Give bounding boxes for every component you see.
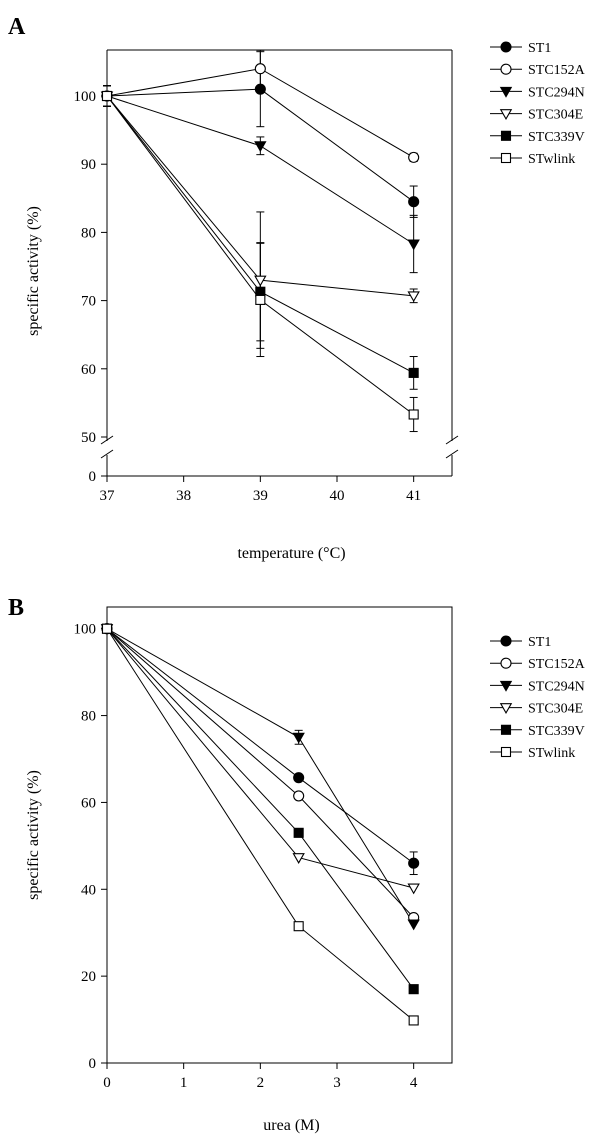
legend-marker	[500, 724, 512, 735]
series-line-st1	[106, 628, 414, 864]
data-point-stc339v	[408, 367, 419, 378]
legend: ST1 STC152A STC294N STC304E STC339V STwlink	[490, 635, 586, 761]
x-tick-label: 4	[410, 1075, 418, 1091]
y-tick-label: 100	[74, 622, 97, 638]
x-tick-label: 37	[100, 488, 116, 504]
legend-marker	[499, 109, 513, 120]
data-point-stc304e	[292, 853, 305, 864]
legend-label: STC294N	[528, 679, 585, 694]
legend-label: STC294N	[528, 85, 585, 100]
y-tick-label: 80	[81, 709, 96, 725]
data-point-stwlink	[101, 90, 113, 102]
y-tick-label: 90	[81, 157, 96, 173]
series-line-stwlink	[106, 628, 414, 1021]
chart-panel-a: A 37 38 39 40 41 0 50 60 70 80 90 100 temperature (°C…	[8, 14, 586, 562]
x-axis-label: urea (M)	[263, 1117, 319, 1134]
data-point-stwlink	[408, 1015, 419, 1026]
data-point-stwlink	[293, 921, 304, 932]
axis-break-mark	[445, 435, 459, 445]
data-point-stc339v	[408, 984, 419, 995]
data-point-stc152a	[408, 151, 420, 163]
data-point-st1	[293, 772, 305, 784]
legend-label: ST1	[528, 635, 551, 650]
data-point-stc152a	[254, 63, 266, 75]
legend-label: STC304E	[528, 702, 583, 717]
axis-break-mark	[445, 449, 459, 459]
legend-marker	[500, 635, 512, 647]
x-tick-label: 1	[180, 1075, 188, 1091]
legend-marker	[499, 703, 513, 714]
legend-marker	[500, 63, 512, 75]
y-tick-label: 0	[89, 469, 97, 485]
series-line-stc294n	[106, 628, 415, 925]
series-line-stc152a	[106, 628, 415, 918]
data-point-st1	[408, 196, 420, 208]
x-tick-label: 3	[333, 1075, 341, 1091]
y-tick-label: 80	[81, 225, 96, 241]
legend-marker	[499, 86, 513, 98]
legend-marker	[500, 130, 512, 141]
legend-marker	[500, 41, 512, 53]
y-axis-label: specific activity (%)	[25, 770, 42, 900]
data-point-stc152a	[293, 790, 305, 802]
panel-letter: B	[8, 595, 24, 621]
legend-marker	[500, 152, 512, 164]
legend-label: STwlink	[528, 152, 575, 167]
data-point-stc304e	[254, 275, 267, 287]
x-tick-label: 38	[176, 488, 191, 504]
data-point-stwlink	[101, 623, 113, 634]
data-point-stwlink	[255, 294, 266, 305]
legend-label: STwlink	[528, 746, 575, 761]
y-tick-label: 60	[81, 795, 96, 811]
data-point-stc294n	[254, 141, 267, 153]
legend-marker	[500, 746, 512, 758]
legend-label: STC339V	[528, 130, 585, 145]
series-line-stc339v	[106, 628, 415, 990]
y-tick-label: 70	[81, 294, 96, 310]
y-axis-label: specific activity (%)	[25, 206, 42, 336]
y-tick-label: 50	[81, 430, 96, 446]
legend: ST1 STC152A STC294N STC304E STC339V STwlink	[490, 41, 586, 167]
legend-label: STC304E	[528, 108, 583, 123]
data-point-st1	[254, 83, 266, 95]
data-point-st1	[408, 857, 420, 869]
data-point-stc304e	[407, 291, 420, 303]
x-axis-label: temperature (°C)	[237, 545, 345, 562]
legend-label: STC339V	[528, 724, 585, 739]
data-point-stc339v	[293, 827, 304, 838]
y-tick-label: 60	[81, 362, 96, 378]
y-tick-label: 40	[81, 882, 96, 898]
legend-label: ST1	[528, 41, 551, 56]
legend-marker	[500, 657, 512, 669]
data-point-stc294n	[407, 239, 420, 251]
legend-label: STC152A	[528, 63, 586, 78]
x-tick-label: 2	[257, 1075, 265, 1091]
x-tick-label: 0	[103, 1075, 111, 1091]
plot-frame	[106, 606, 453, 1064]
axis-break-mark	[100, 449, 114, 459]
data-point-stc304e	[407, 883, 420, 895]
axis-break-mark	[100, 435, 114, 445]
panel-letter: A	[8, 14, 26, 40]
y-tick-label: 20	[81, 969, 96, 985]
x-tick-label: 41	[406, 488, 421, 504]
x-tick-label: 39	[253, 488, 268, 504]
y-tick-label: 0	[89, 1056, 97, 1072]
legend-label: STC152A	[528, 657, 586, 672]
x-tick-label: 40	[330, 488, 345, 504]
data-point-stc294n	[407, 919, 420, 931]
data-point-stwlink	[408, 409, 419, 420]
legend-marker	[499, 680, 513, 692]
data-point-stc294n	[292, 732, 305, 744]
y-tick-label: 100	[74, 89, 97, 105]
